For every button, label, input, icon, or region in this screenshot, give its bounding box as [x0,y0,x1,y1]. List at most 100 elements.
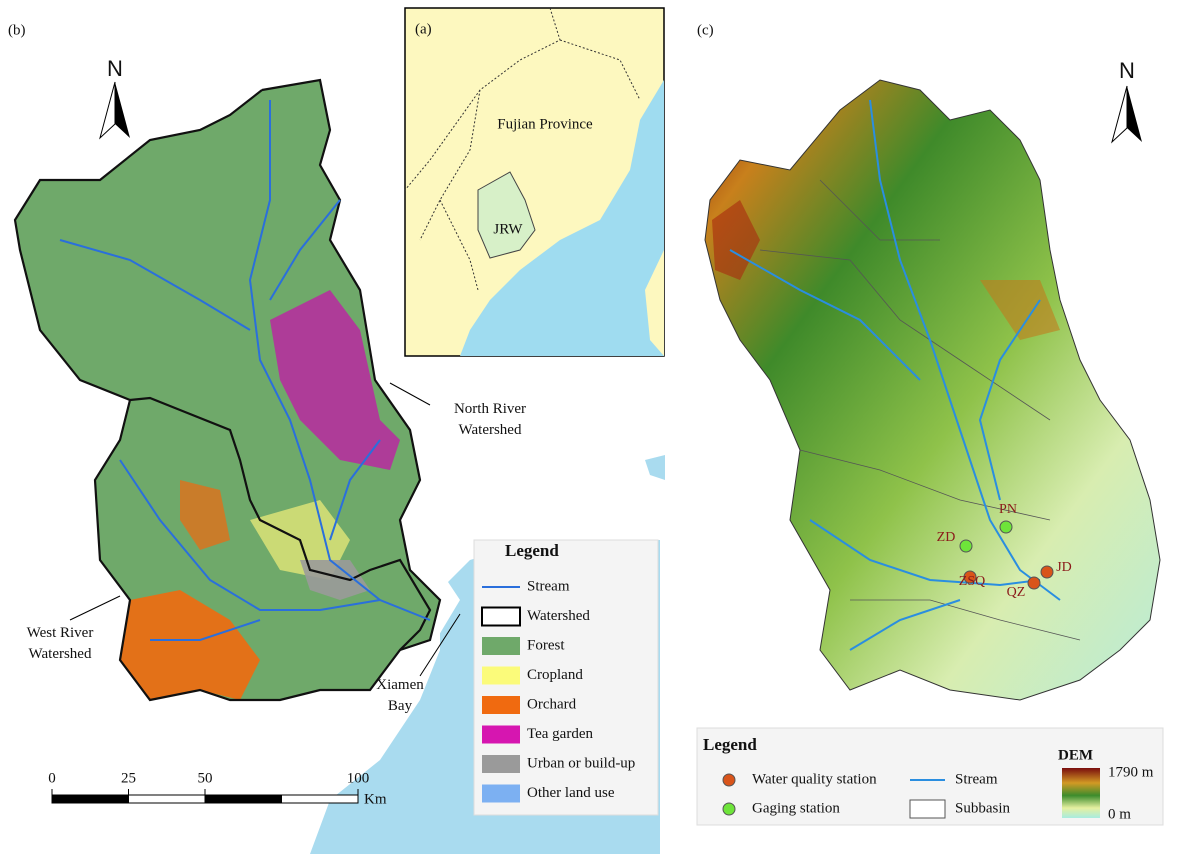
dem-colorbar [1062,768,1100,818]
province-label: Fujian Province [497,116,593,132]
legend-item: Forest [482,637,565,655]
station-label: JD [1056,560,1072,575]
tea-garden-area [270,290,400,470]
north-river-boundary [13,78,442,652]
stream [849,599,961,651]
legend-swatch [909,799,946,819]
panel-b: (b) N North River Watershed West River Wate… [8,22,665,854]
scale-label: 25 [121,770,136,786]
legend-label: Other land use [527,785,615,801]
panel-label: (b) [8,22,26,38]
annotation: West River Watershed [27,625,94,662]
stream [809,519,1041,587]
station [959,539,973,553]
stream [978,299,1041,501]
legend-label: Subbasin [955,800,1011,816]
annotation-arrow [389,382,431,406]
legend-swatch [722,773,736,787]
legend-label: Watershed [527,608,590,624]
stream [59,239,251,331]
legend-item: Orchard [482,696,577,714]
dem-title: DEM [1058,747,1093,763]
station [999,520,1013,534]
inset-watershed [477,171,536,259]
scale-label: 100 [347,770,370,786]
dem-min: 0 m [1108,806,1131,822]
stream [119,459,381,611]
station-label: PN [999,502,1017,517]
panel-label: (c) [697,22,714,38]
legend-item: Stream [482,578,570,594]
stream [269,199,341,301]
legend-label: Cropland [527,667,583,683]
legend-title: Legend [505,541,559,560]
legend-swatch [481,606,521,627]
legend-item: Cropland [482,666,583,685]
scale-unit: Km [364,791,387,807]
orchard-area [120,590,260,700]
streams [729,99,1061,651]
legend-item: Tea garden [482,725,593,744]
watershed-label: JRW [493,221,523,237]
panel-c: (c) N PN ZD JD ZSQ QZ Legend Water quality s… [696,22,1164,826]
legend-item: Other land use [482,784,615,803]
legend-label: Orchard [527,696,577,712]
stream [150,619,261,641]
north-label: N [1119,58,1135,83]
subbasin-line [759,179,1081,641]
legend-label: Urban or build-up [527,755,635,771]
inset-boundary [404,7,641,291]
legend-label: Gaging station [752,800,840,816]
inset-sea [460,80,664,356]
subbasins [759,179,1081,641]
annotation: North River Watershed [454,401,526,438]
station [1040,565,1054,579]
legend-item: Urban or build-up [482,755,635,773]
north-river-watershed [14,79,441,701]
stream [248,100,431,621]
station-label: ZSQ [959,574,985,589]
orchard-area [180,480,230,550]
legend-item: Watershed [481,606,590,627]
legend-swatch [482,666,520,685]
legend-swatch [722,802,736,816]
north-label: N [107,56,123,81]
panel-a: (a) Fujian Province JRW [404,7,665,357]
scale-segment [51,794,129,804]
station [1027,576,1041,590]
scale-label: 0 [48,770,56,786]
dem-highland [980,280,1060,340]
stream [329,439,381,541]
scale-segment [281,794,359,804]
stream [729,249,921,381]
inset-land [645,250,664,356]
legend-title: Legend [703,735,757,754]
stream [869,99,1061,601]
north-arrow [1111,85,1128,144]
dem-surface [704,79,1161,701]
legend-label: Tea garden [527,726,593,742]
station-label: ZD [937,530,956,545]
north-arrow [1127,86,1142,142]
legend-swatch [482,637,520,655]
legend-label: Forest [527,637,565,653]
scale-segment [128,794,206,804]
annotation-arrow [69,595,121,621]
urban-area [300,560,370,600]
scale-label: 50 [198,770,213,786]
station-label: QZ [1007,585,1026,600]
north-arrow [99,81,116,140]
legend-swatch [482,784,520,803]
legend-swatch [482,696,520,714]
legend-swatch [482,755,520,773]
legend-label: Stream [955,771,998,787]
legend-swatch [482,725,520,744]
panel-label: (a) [415,21,432,37]
annotation: Xiamen Bay [376,677,424,714]
legend-label: Water quality station [752,771,877,787]
dem-max: 1790 m [1108,764,1154,780]
sea-coast [645,455,665,480]
streams [59,100,431,641]
legend-label: Stream [527,578,570,594]
